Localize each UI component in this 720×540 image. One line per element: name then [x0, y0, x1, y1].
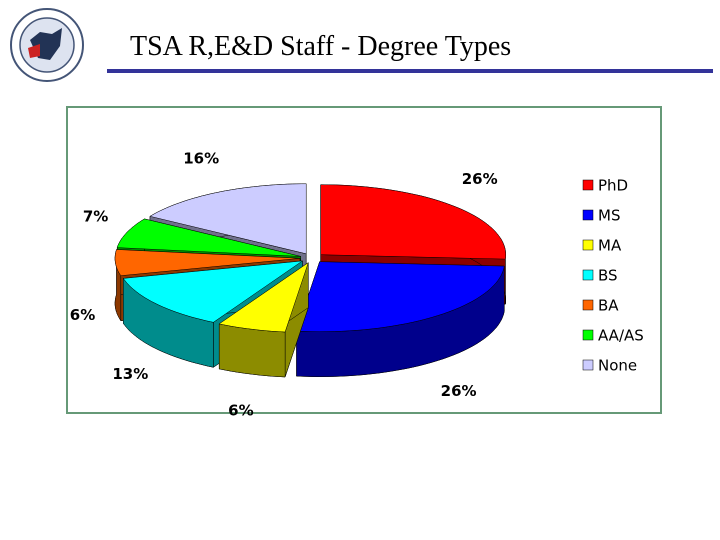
legend-label: BS [598, 267, 618, 285]
slice-top [116, 218, 301, 257]
legend-swatch [582, 209, 594, 221]
slice-top [149, 183, 307, 255]
legend-swatch [582, 359, 594, 371]
legend-swatch [582, 269, 594, 281]
legend: PhD MS MA BS BA AA/AS None [582, 177, 644, 375]
logo [10, 8, 84, 82]
data-label: 26% [441, 382, 477, 400]
legend-label: MA [598, 237, 622, 255]
legend-label: None [598, 357, 637, 375]
data-label: 16% [183, 149, 219, 167]
legend-label: PhD [598, 177, 628, 195]
pie-slice [296, 261, 505, 377]
data-label: 26% [462, 170, 498, 188]
data-label: 6% [70, 306, 95, 324]
pie-slice [218, 261, 309, 378]
data-label: 13% [112, 365, 148, 383]
legend-swatch [582, 179, 594, 191]
slice-top [296, 261, 505, 332]
slice-top [320, 184, 506, 260]
slide-title: TSA R,E&D Staff - Degree Types [130, 31, 511, 62]
legend-label: AA/AS [598, 327, 644, 345]
legend-label: BA [598, 297, 619, 315]
slice-top [218, 261, 309, 333]
legend-swatch [582, 329, 594, 341]
slice-top [122, 260, 304, 323]
legend-swatch [582, 239, 594, 251]
pie: 26% 26% 6% 13% 6% 7% 16% [70, 149, 506, 420]
data-label: 6% [228, 402, 253, 420]
title-rule [107, 69, 713, 73]
slice-top [114, 249, 301, 276]
legend-swatch [582, 299, 594, 311]
data-label: 7% [83, 207, 108, 225]
slice-wall [218, 323, 286, 378]
legend-label: MS [598, 207, 620, 225]
